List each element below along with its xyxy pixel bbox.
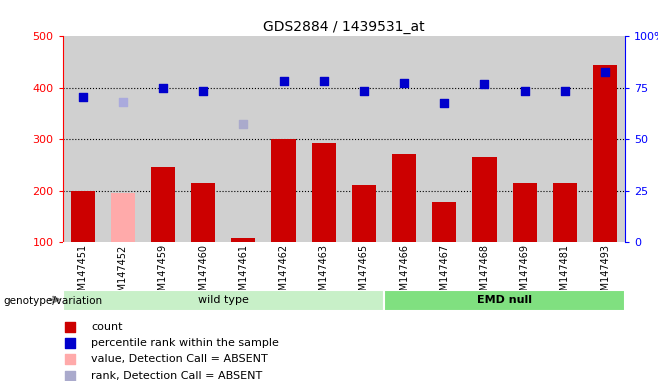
Text: GSM147460: GSM147460 (198, 244, 208, 303)
Bar (143, 36, 183, 242)
Bar (103, 36, 143, 242)
Bar (384, 36, 424, 242)
Point (198, 88, 209, 94)
Bar (465, 36, 505, 242)
Bar (432, 202, 457, 242)
Point (318, 78, 329, 84)
Text: GSM147469: GSM147469 (520, 244, 530, 303)
Bar (151, 167, 175, 242)
Point (78, 93, 88, 99)
Text: genotype/variation: genotype/variation (3, 296, 103, 306)
Text: GSM147452: GSM147452 (118, 244, 128, 304)
Bar (303, 36, 343, 242)
Text: GSM147451: GSM147451 (78, 244, 88, 303)
Point (399, 79, 409, 86)
Bar (183, 36, 223, 242)
Bar (392, 154, 416, 242)
Text: GSM147467: GSM147467 (440, 244, 449, 303)
Text: EMD null: EMD null (477, 295, 532, 306)
Text: wild type: wild type (198, 295, 249, 306)
Bar (191, 183, 215, 242)
Bar (263, 36, 303, 242)
Point (519, 88, 530, 94)
Point (505, 6, 515, 12)
Point (479, 81, 490, 87)
Text: GSM147466: GSM147466 (399, 244, 409, 303)
Bar (223, 36, 263, 242)
Point (505, 154, 515, 161)
Bar (424, 36, 465, 242)
Bar (70, 190, 95, 242)
Text: GSM147461: GSM147461 (238, 244, 248, 303)
Bar (593, 65, 617, 242)
Bar (545, 36, 585, 242)
Text: GSM147493: GSM147493 (600, 244, 610, 303)
Bar (472, 157, 497, 242)
Point (158, 85, 168, 91)
Text: count: count (91, 322, 122, 332)
Bar (384, 290, 625, 311)
Text: GSM147468: GSM147468 (480, 244, 490, 303)
Bar (111, 193, 135, 242)
Point (118, 99, 128, 105)
Bar (63, 36, 103, 242)
Bar (553, 183, 577, 242)
Bar (352, 185, 376, 242)
Point (439, 100, 449, 106)
Point (599, 70, 610, 76)
Text: rank, Detection Call = ABSENT: rank, Detection Call = ABSENT (91, 371, 263, 381)
Point (278, 78, 289, 84)
Bar (513, 183, 537, 242)
Text: GSM147481: GSM147481 (560, 244, 570, 303)
Bar (63, 290, 384, 311)
Bar (505, 36, 545, 242)
Point (238, 121, 249, 127)
Text: GSM147463: GSM147463 (318, 244, 329, 303)
Bar (232, 238, 255, 242)
Title: GDS2884 / 1439531_at: GDS2884 / 1439531_at (263, 20, 424, 34)
Bar (312, 143, 336, 242)
Bar (585, 36, 625, 242)
Text: GSM147459: GSM147459 (158, 244, 168, 303)
Text: GSM147465: GSM147465 (359, 244, 369, 303)
Point (359, 88, 369, 94)
Text: percentile rank within the sample: percentile rank within the sample (91, 338, 279, 348)
Text: GSM147462: GSM147462 (278, 244, 288, 303)
Bar (343, 36, 384, 242)
Point (505, 303, 515, 309)
Point (559, 88, 570, 94)
Bar (272, 139, 295, 242)
Text: value, Detection Call = ABSENT: value, Detection Call = ABSENT (91, 354, 268, 364)
